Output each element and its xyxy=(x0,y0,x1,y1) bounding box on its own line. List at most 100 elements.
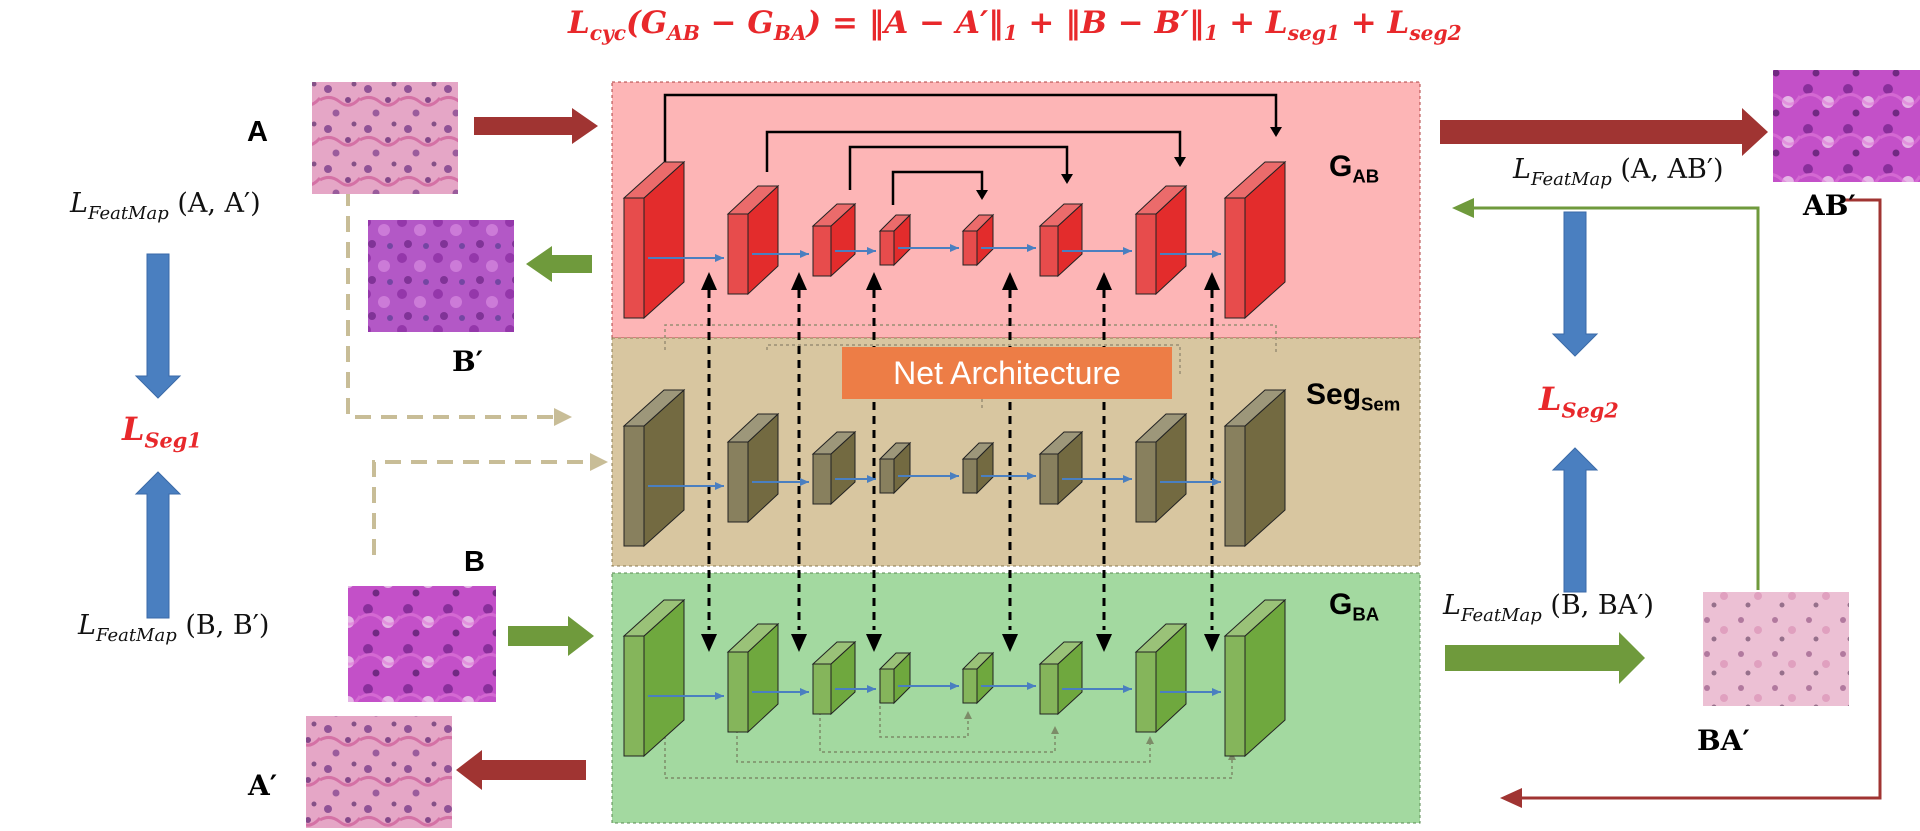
block-seg-3-top xyxy=(878,442,912,460)
block-gba-4-top xyxy=(961,652,995,670)
block-gab-4-top xyxy=(961,214,995,232)
skip-gab-head-0 xyxy=(1270,127,1282,137)
label-AB-prime: AB′ xyxy=(1803,189,1856,222)
block-gab-1-front xyxy=(727,213,749,295)
block-gba-7-front xyxy=(1224,635,1246,757)
arrow-gab-to-Bprime xyxy=(526,246,592,282)
blue-arrowhead-gab-5 xyxy=(1123,247,1132,255)
block-gab-7-top xyxy=(1223,161,1287,199)
block-gba-7-top xyxy=(1223,599,1287,637)
block-seg-2-front xyxy=(812,453,832,505)
vertical-link-down-0 xyxy=(701,634,717,652)
blue-arrowhead-seg-0 xyxy=(715,482,724,490)
skip-seg-1 xyxy=(766,344,1181,375)
skip-gba-head-1 xyxy=(1146,736,1154,744)
feedback-green xyxy=(1470,206,1760,590)
label-G-BA: GBA xyxy=(1329,588,1380,625)
dashed-B-to-seg-head xyxy=(590,453,608,471)
block-gba-5-top xyxy=(1038,641,1084,665)
vertical-link-up-0 xyxy=(701,272,717,290)
skip-gab-1 xyxy=(765,130,1182,172)
label-B-prime: B′ xyxy=(452,345,484,378)
skip-gba-3 xyxy=(879,700,969,738)
block-gab-6-top xyxy=(1134,185,1188,215)
block-seg-2-top xyxy=(811,431,857,455)
vertical-link-up-5 xyxy=(1204,272,1220,290)
feedback-green-head xyxy=(1452,198,1474,218)
label-BA-prime: BA′ xyxy=(1697,724,1750,757)
block-seg-3-front xyxy=(879,458,895,494)
block-gba-0-top xyxy=(622,599,686,637)
block-seg-0-front xyxy=(623,425,645,547)
image-A xyxy=(312,82,458,194)
blue-arrowhead-gba-3 xyxy=(950,682,959,690)
skip-gab-2 xyxy=(848,145,1069,190)
blue-arrowhead-gab-3 xyxy=(950,244,959,252)
block-gba-0-front xyxy=(623,635,645,757)
blue-arrowhead-seg-1 xyxy=(800,478,809,486)
vertical-link-up-3 xyxy=(1002,272,1018,290)
loss-seg1: LSeg1 xyxy=(122,410,202,453)
skip-gba-2 xyxy=(819,700,1056,753)
block-gba-5-front xyxy=(1039,663,1059,715)
blue-arrowhead-gba-6 xyxy=(1212,688,1221,696)
blue-arrowhead-seg-6 xyxy=(1212,478,1221,486)
blue-arrowhead-seg-3 xyxy=(950,472,959,480)
block-gab-0-front xyxy=(623,197,645,319)
loss-arrow-down-left xyxy=(134,253,182,399)
feedback-red xyxy=(1508,198,1882,800)
block-gba-4-front xyxy=(962,668,978,704)
vertical-link-down-1 xyxy=(791,634,807,652)
blue-arrowhead-gab-6 xyxy=(1212,250,1221,258)
block-gab-0-top xyxy=(622,161,686,199)
loss-seg2: LSeg2 xyxy=(1539,380,1619,423)
blue-arrowhead-gba-2 xyxy=(867,685,876,693)
skip-gba-0 xyxy=(664,700,1233,779)
skip-gab-head-2 xyxy=(1061,174,1073,184)
label-Seg-Sem: SegSem xyxy=(1306,378,1401,415)
blue-arrowhead-gab-4 xyxy=(1027,244,1036,252)
skip-gab-0 xyxy=(663,93,1278,165)
loss-arrow-down-right xyxy=(1551,211,1599,357)
block-seg-4-top xyxy=(961,442,995,460)
label-A: A xyxy=(247,116,268,148)
block-gab-1-top xyxy=(726,185,780,215)
vertical-link-down-3 xyxy=(1002,634,1018,652)
skip-gba-head-2 xyxy=(1051,726,1059,734)
block-gba-6-front xyxy=(1135,651,1157,733)
arrow-gab-to-ABprime xyxy=(1440,108,1768,156)
label-B: B xyxy=(464,546,485,578)
blue-arrowhead-gba-4 xyxy=(1027,682,1036,690)
block-seg-0-top xyxy=(622,389,686,427)
blue-arrowhead-gab-0 xyxy=(715,254,724,262)
skip-gab-3 xyxy=(891,170,984,205)
vertical-link-up-4 xyxy=(1096,272,1112,290)
block-seg-7-front xyxy=(1224,425,1246,547)
arrow-gba-to-BAprime xyxy=(1445,632,1645,684)
cycle-loss-formula: Lcyc(GAB − GBA) = ‖A − A′‖1 + ‖B − B′‖1 … xyxy=(568,5,1462,46)
vertical-link-down-2 xyxy=(866,634,882,652)
block-gba-2-top xyxy=(811,641,857,665)
loss-featmap-B-Bprime: LFeatMap (B, B′) xyxy=(78,610,270,646)
image-ABprime xyxy=(1773,70,1920,182)
block-seg-5-front xyxy=(1039,453,1059,505)
image-B xyxy=(348,586,496,702)
block-seg-1-top xyxy=(726,413,780,443)
blue-arrowhead-gab-1 xyxy=(800,250,809,258)
block-gab-7-front xyxy=(1224,197,1246,319)
skip-seg-0 xyxy=(664,324,1277,355)
arrow-gba-to-Aprime xyxy=(456,750,586,790)
block-seg-4-front xyxy=(962,458,978,494)
block-gab-3-front xyxy=(879,230,895,266)
label-A-prime: A′ xyxy=(248,769,278,802)
block-gab-2-front xyxy=(812,225,832,277)
blue-arrowhead-seg-5 xyxy=(1123,475,1132,483)
block-gba-3-top xyxy=(878,652,912,670)
dashed-B-to-seg xyxy=(372,460,600,555)
block-gba-6-top xyxy=(1134,623,1188,653)
block-gba-1-front xyxy=(727,651,749,733)
arrow-A-into-gab xyxy=(474,108,598,144)
dashed-A-to-seg-head xyxy=(554,408,572,426)
